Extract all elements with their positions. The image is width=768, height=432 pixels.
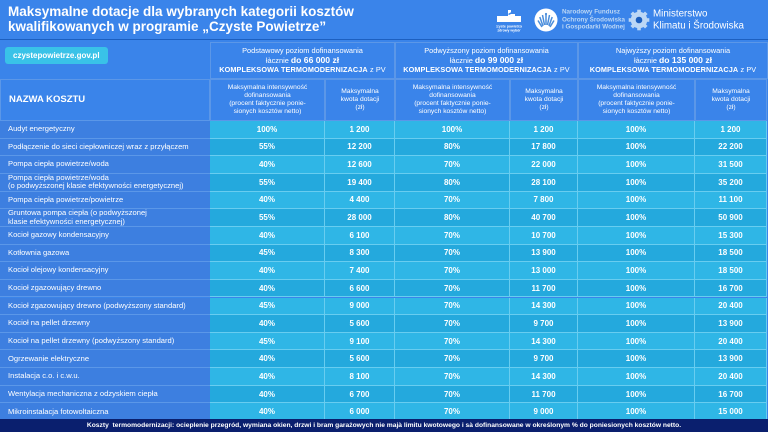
svg-text:zdrowy wybór: zdrowy wybór (497, 29, 521, 33)
